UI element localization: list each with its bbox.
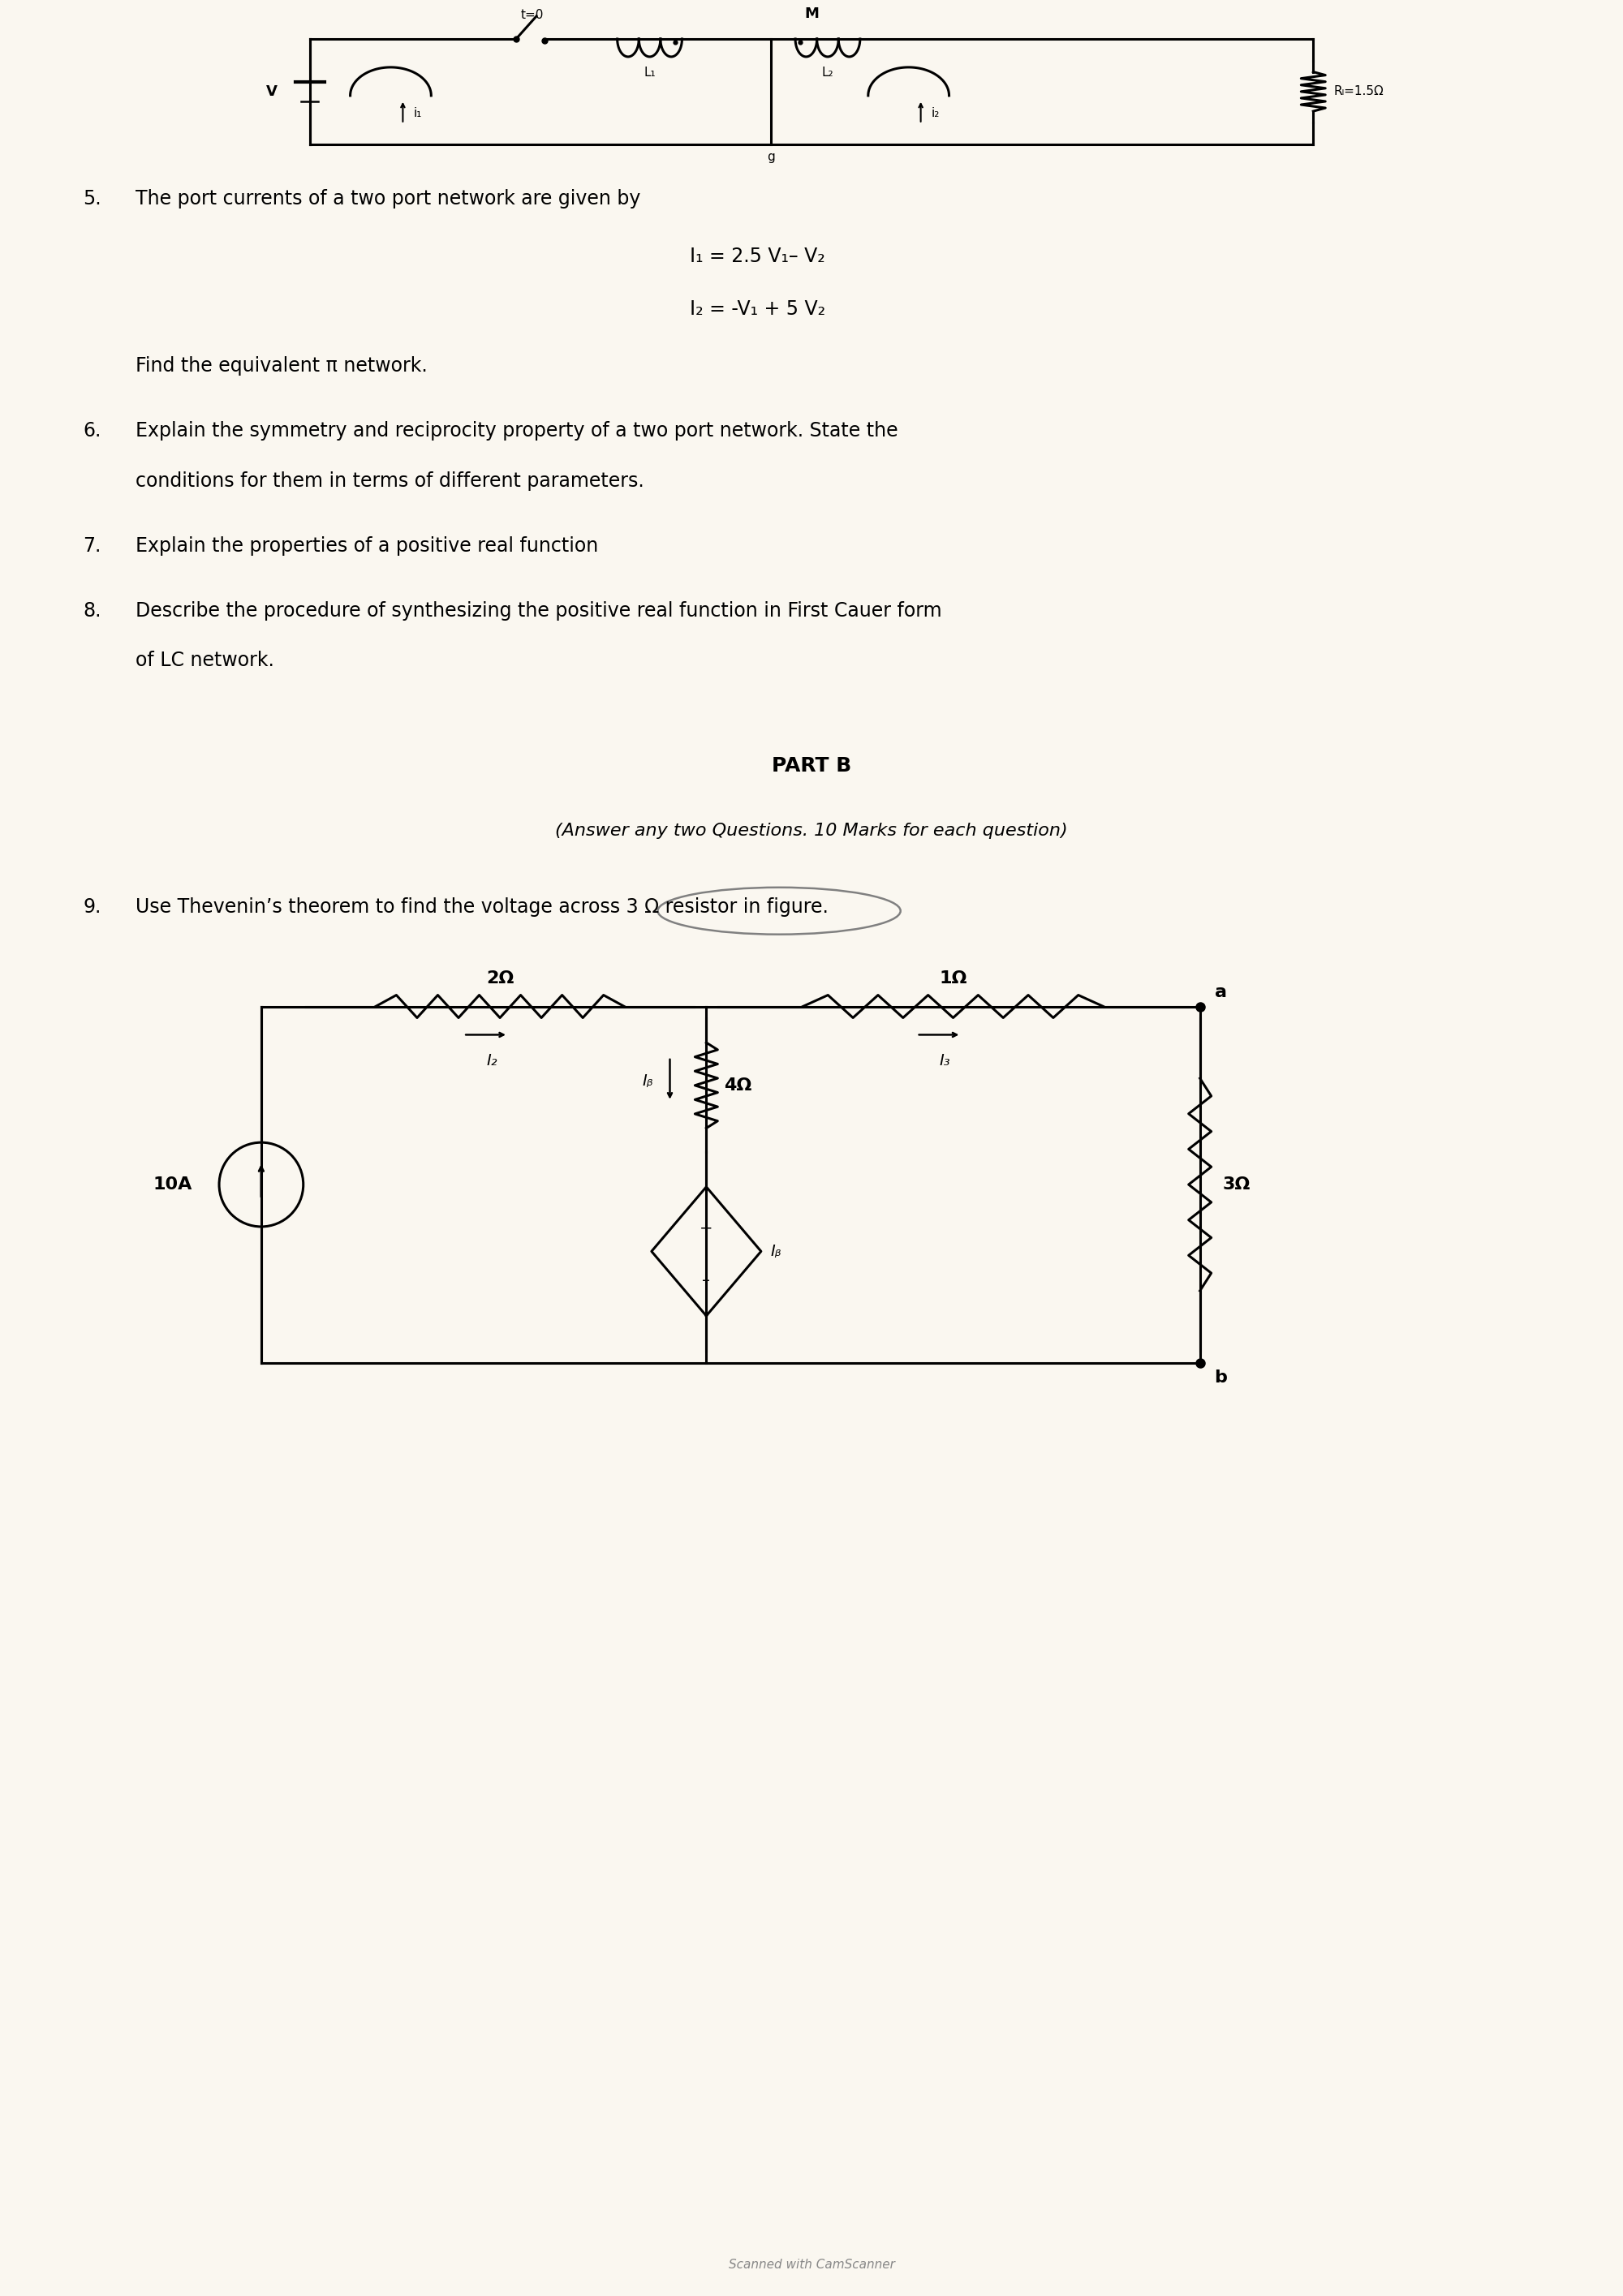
Text: 2Ω: 2Ω (485, 969, 514, 987)
Text: Scanned with CamScanner: Scanned with CamScanner (729, 2259, 894, 2271)
Text: t=0: t=0 (521, 9, 544, 21)
Text: L₁: L₁ (644, 67, 656, 78)
Text: PART B: PART B (771, 755, 852, 776)
Text: I₁ = 2.5 V₁– V₂: I₁ = 2.5 V₁– V₂ (690, 248, 826, 266)
Text: Explain the symmetry and reciprocity property of a two port network. State the: Explain the symmetry and reciprocity pro… (136, 420, 898, 441)
Text: 6.: 6. (83, 420, 101, 441)
Text: (Answer any two Questions. 10 Marks for each question): (Answer any two Questions. 10 Marks for … (555, 822, 1068, 838)
Text: Use Thevenin’s theorem to find the voltage across 3 Ω resistor in figure.: Use Thevenin’s theorem to find the volta… (136, 898, 829, 916)
Text: i₁: i₁ (414, 108, 422, 119)
Text: of LC network.: of LC network. (136, 652, 274, 670)
Text: The port currents of a two port network are given by: The port currents of a two port network … (136, 188, 641, 209)
Text: conditions for them in terms of different parameters.: conditions for them in terms of differen… (136, 471, 644, 491)
Text: Explain the properties of a positive real function: Explain the properties of a positive rea… (136, 535, 599, 556)
Text: Find the equivalent π network.: Find the equivalent π network. (136, 356, 428, 377)
Text: i₂: i₂ (932, 108, 940, 119)
Text: 3Ω: 3Ω (1222, 1176, 1250, 1192)
Text: I₂ = -V₁ + 5 V₂: I₂ = -V₁ + 5 V₂ (690, 298, 826, 319)
Text: I₂: I₂ (487, 1054, 497, 1070)
Text: I₃: I₃ (940, 1054, 951, 1070)
Text: a: a (1214, 983, 1227, 1001)
Text: b: b (1214, 1368, 1227, 1384)
Text: M: M (805, 7, 818, 21)
Text: L₂: L₂ (821, 67, 834, 78)
Text: 7.: 7. (83, 535, 101, 556)
Text: 9.: 9. (83, 898, 101, 916)
Text: g: g (768, 152, 776, 163)
Text: 10A: 10A (153, 1176, 193, 1192)
Text: Describe the procedure of synthesizing the positive real function in First Cauer: Describe the procedure of synthesizing t… (136, 602, 941, 620)
Text: +: + (700, 1221, 712, 1238)
Text: Iᵦ: Iᵦ (771, 1244, 782, 1258)
Text: Rₗ=1.5Ω: Rₗ=1.5Ω (1334, 85, 1383, 99)
Text: 8.: 8. (83, 602, 101, 620)
Text: Iᵦ: Iᵦ (643, 1075, 654, 1088)
Text: 5.: 5. (83, 188, 102, 209)
Text: V: V (266, 85, 278, 99)
Text: 1Ω: 1Ω (940, 969, 967, 987)
Text: 4Ω: 4Ω (724, 1077, 751, 1093)
Text: –: – (703, 1272, 711, 1288)
